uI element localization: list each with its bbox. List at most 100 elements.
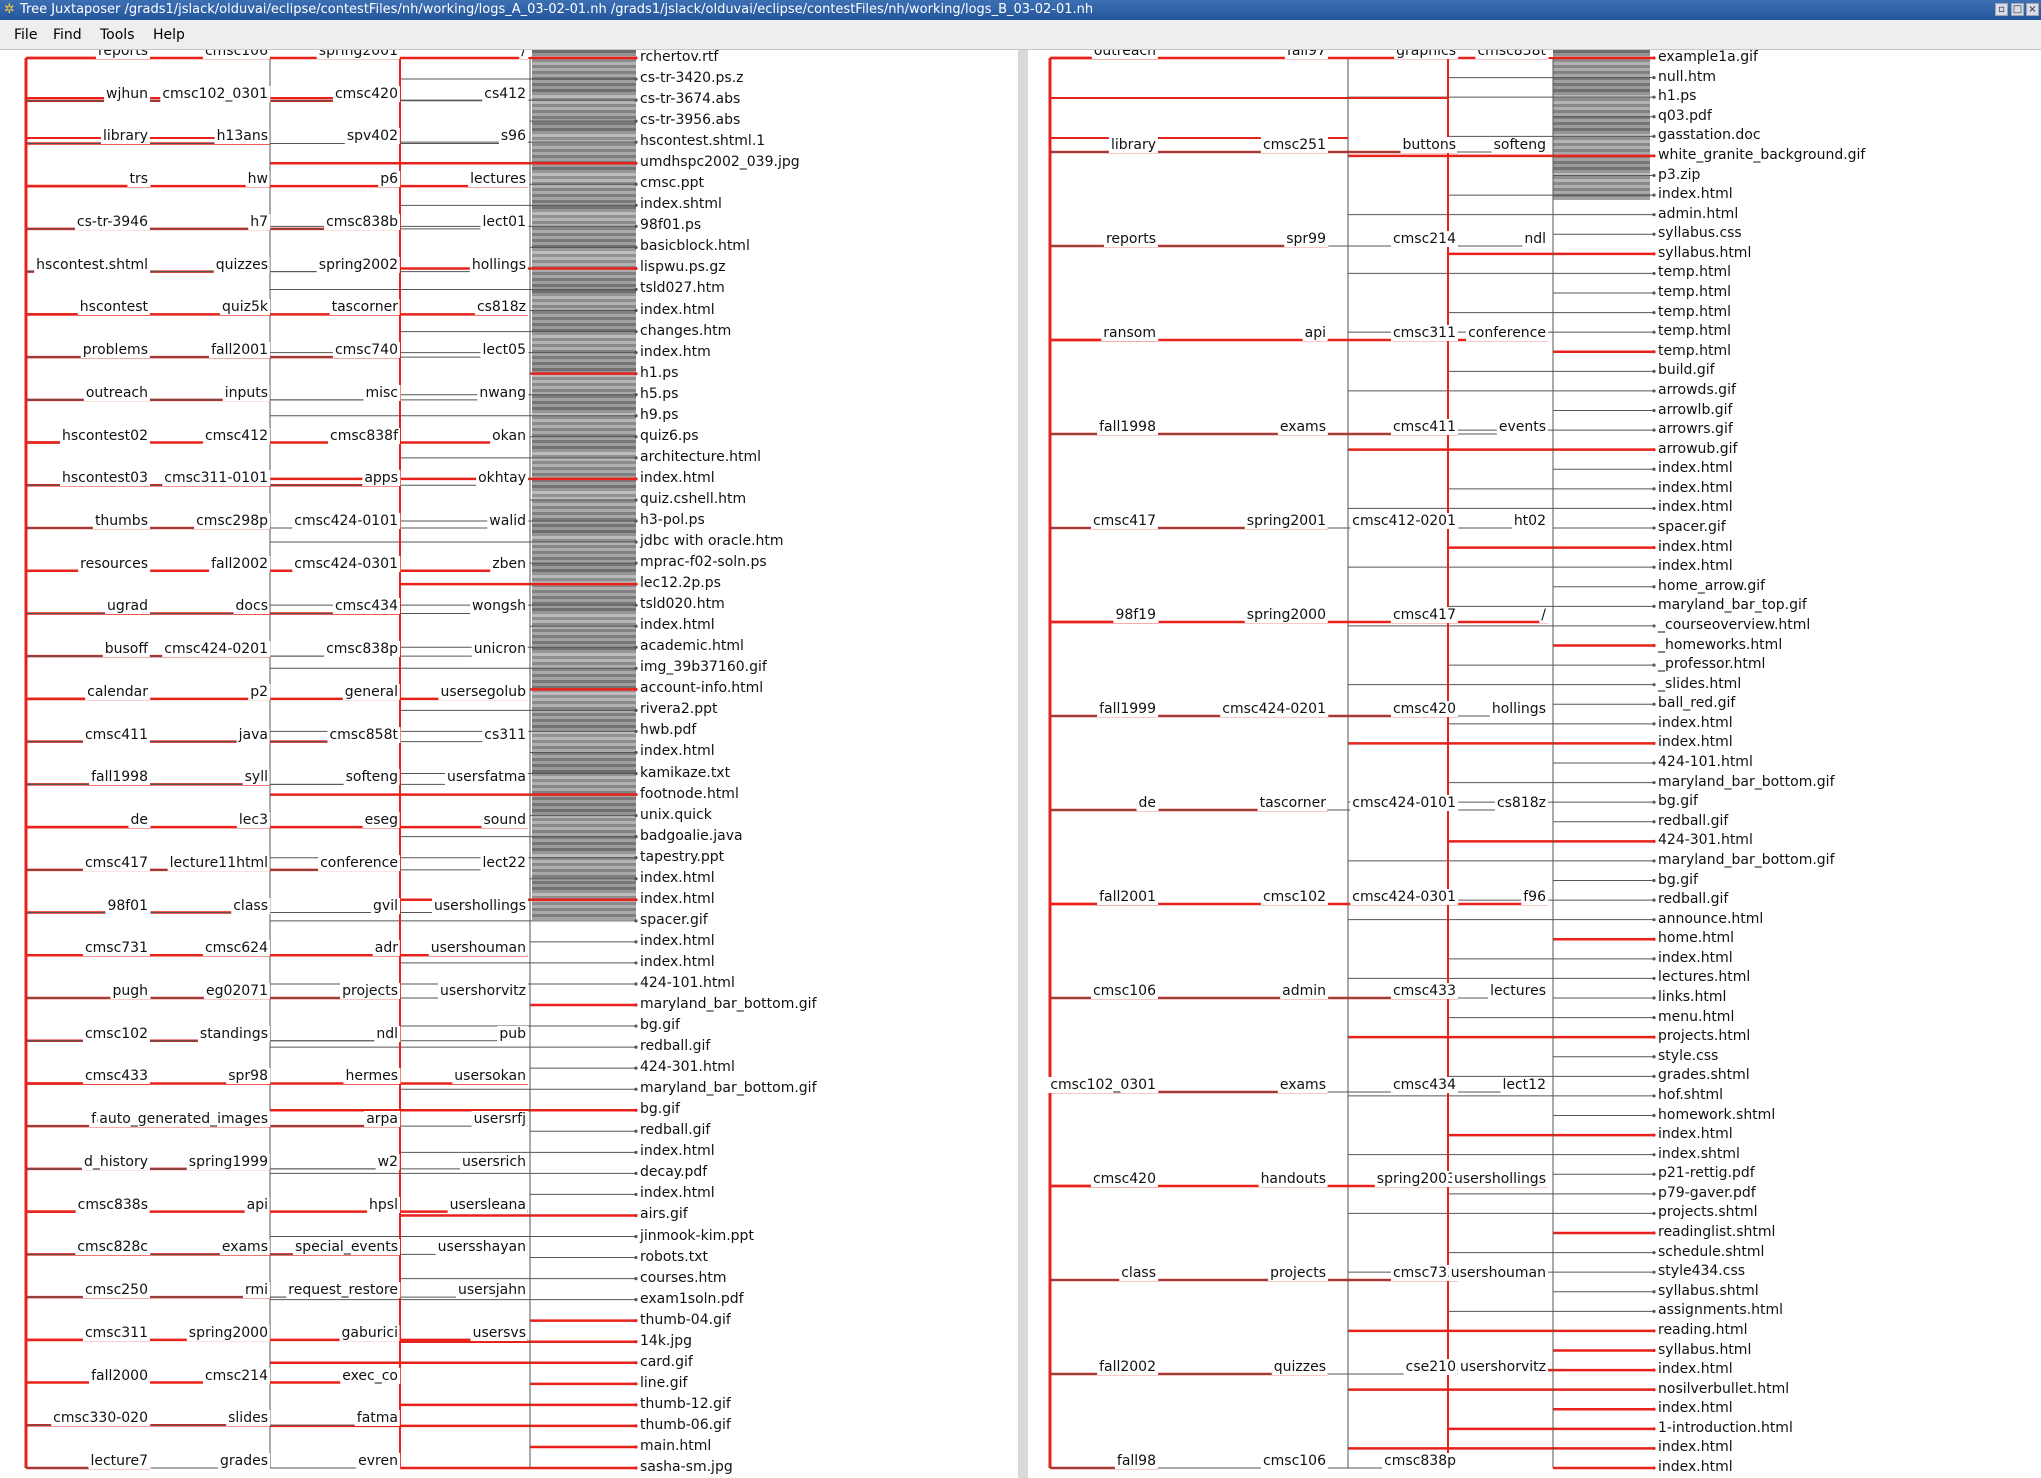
collapsed-subtree-band[interactable]	[532, 608, 636, 611]
tree-node-label[interactable]: reports	[95, 50, 150, 59]
file-label[interactable]: 1-introduction.html	[1658, 1419, 1793, 1436]
collapsed-subtree-band[interactable]	[532, 629, 636, 632]
collapsed-subtree-band[interactable]	[532, 299, 636, 302]
leaf-node-dot[interactable]	[634, 540, 638, 544]
collapsed-subtree-band[interactable]	[1553, 179, 1650, 182]
collapsed-subtree-band[interactable]	[532, 110, 636, 113]
file-label[interactable]: lispwu.ps.gz	[640, 259, 726, 276]
collapsed-subtree-band[interactable]	[1553, 83, 1650, 86]
file-label[interactable]: index.html	[1658, 460, 1733, 477]
leaf-node-dot[interactable]	[634, 1150, 638, 1154]
leaf-node-dot[interactable]	[1652, 213, 1656, 217]
file-label[interactable]: syllabus.html	[1658, 244, 1752, 261]
file-label[interactable]: index.html	[640, 869, 715, 886]
file-label[interactable]: main.html	[640, 1437, 712, 1454]
leaf-node-dot[interactable]	[1652, 1133, 1656, 1137]
leaf-node-dot[interactable]	[1652, 1113, 1656, 1118]
leaf-node-dot[interactable]	[1652, 937, 1656, 941]
tree-node-label[interactable]: w2	[375, 1153, 400, 1170]
collapsed-subtree-band[interactable]	[532, 812, 636, 815]
menu-find[interactable]: Find	[53, 27, 82, 43]
leaf-node-dot[interactable]	[634, 1045, 638, 1049]
collapsed-subtree-band[interactable]	[532, 98, 636, 101]
collapsed-subtree-band[interactable]	[532, 467, 636, 470]
collapsed-subtree-band[interactable]	[532, 491, 636, 494]
collapsed-subtree-band[interactable]	[532, 377, 636, 380]
collapsed-subtree-band[interactable]	[532, 374, 636, 377]
tree-node-label[interactable]: graphics	[1394, 50, 1458, 59]
tree-node-label[interactable]: spring1999	[186, 1153, 270, 1170]
collapsed-subtree-band[interactable]	[532, 284, 636, 287]
file-label[interactable]: reading.html	[1658, 1321, 1748, 1338]
tree-node-label[interactable]: cmsc838p	[324, 641, 400, 658]
collapsed-subtree-band[interactable]	[532, 539, 636, 542]
collapsed-subtree-band[interactable]	[532, 455, 636, 458]
collapsed-subtree-band[interactable]	[532, 152, 636, 155]
file-label[interactable]: redball.gif	[640, 1122, 711, 1139]
leaf-node-dot[interactable]	[634, 435, 638, 439]
tree-node-label[interactable]: rmi	[242, 1282, 270, 1299]
collapsed-subtree-band[interactable]	[1553, 116, 1650, 119]
collapsed-subtree-band[interactable]	[532, 905, 636, 908]
file-label[interactable]: index.html	[1658, 1459, 1733, 1475]
leaf-node-dot[interactable]	[634, 729, 638, 734]
tree-node-label[interactable]: general	[342, 683, 400, 700]
file-label[interactable]: architecture.html	[640, 448, 762, 465]
tree-node-label[interactable]: cmsc102	[82, 1025, 150, 1042]
tree-node-label[interactable]: h7	[248, 213, 270, 230]
collapsed-subtree-band[interactable]	[532, 857, 636, 860]
collapsed-subtree-band[interactable]	[532, 683, 636, 686]
tree-node-label[interactable]: exams	[219, 1239, 270, 1256]
file-label[interactable]: index.html	[1658, 714, 1733, 731]
leaf-node-dot[interactable]	[1652, 839, 1656, 843]
tree-node-label[interactable]: grades	[217, 1453, 270, 1469]
tree-node-label[interactable]: inputs	[222, 384, 270, 401]
collapsed-subtree-band[interactable]	[532, 473, 636, 476]
collapsed-subtree-band[interactable]	[532, 854, 636, 857]
file-label[interactable]: umdhspc2002_039.jpg	[640, 154, 800, 171]
leaf-node-dot[interactable]	[1652, 604, 1656, 608]
file-label[interactable]: bg.gif	[1658, 793, 1698, 810]
collapsed-subtree-band[interactable]	[1553, 182, 1650, 185]
file-label[interactable]: index.html	[1658, 186, 1733, 203]
leaf-node-dot[interactable]	[634, 856, 638, 860]
tree-node-label[interactable]: cmsc424-0101	[1350, 795, 1458, 811]
file-label[interactable]: p3.zip	[1658, 166, 1701, 183]
collapsed-subtree-band[interactable]	[532, 287, 636, 290]
leaf-node-dot[interactable]	[634, 203, 638, 207]
collapsed-subtree-band[interactable]	[532, 809, 636, 812]
leaf-node-dot[interactable]	[1652, 154, 1656, 158]
collapsed-subtree-band[interactable]	[1553, 158, 1650, 161]
tree-node-label[interactable]: cmsc250	[82, 1282, 150, 1299]
collapsed-subtree-band[interactable]	[532, 260, 636, 263]
collapsed-subtree-band[interactable]	[532, 521, 636, 524]
collapsed-subtree-band[interactable]	[532, 278, 636, 281]
file-label[interactable]: index.html	[1658, 538, 1733, 555]
leaf-node-dot[interactable]	[1652, 350, 1656, 354]
tree-node-label[interactable]: cs818z	[1494, 795, 1548, 811]
leaf-node-dot[interactable]	[1652, 878, 1656, 883]
collapsed-subtree-band[interactable]	[1553, 59, 1650, 62]
leaf-node-dot[interactable]	[1652, 1309, 1656, 1313]
collapsed-subtree-band[interactable]	[532, 752, 636, 755]
tree-node-label[interactable]: usershorvitz	[437, 983, 528, 999]
tree-node-label[interactable]: projects	[1268, 1265, 1328, 1281]
tree-node-label[interactable]: 98f01	[105, 897, 150, 914]
tree-node-label[interactable]: cmsc433	[1390, 983, 1458, 999]
collapsed-subtree-band[interactable]	[532, 743, 636, 746]
right-tree-pane[interactable]: example1a.gif null.htm h1.ps q03.pdf gasstat…	[1028, 50, 2041, 1478]
leaf-node-dot[interactable]	[634, 919, 638, 923]
tree-node-label[interactable]: cmsc838p	[1382, 1453, 1458, 1469]
tree-node-label[interactable]: cs-tr-3946	[74, 213, 150, 230]
collapsed-subtree-band[interactable]	[532, 116, 636, 119]
collapsed-subtree-band[interactable]	[532, 281, 636, 284]
collapsed-subtree-band[interactable]	[1553, 119, 1650, 122]
file-label[interactable]: temp.html	[1658, 264, 1731, 281]
file-label[interactable]: robots.txt	[640, 1248, 708, 1265]
collapsed-subtree-band[interactable]	[532, 785, 636, 788]
collapsed-subtree-band[interactable]	[532, 512, 636, 515]
collapsed-subtree-band[interactable]	[532, 95, 636, 98]
leaf-node-dot[interactable]	[1652, 585, 1656, 589]
collapsed-subtree-band[interactable]	[532, 497, 636, 500]
collapsed-subtree-band[interactable]	[532, 74, 636, 77]
